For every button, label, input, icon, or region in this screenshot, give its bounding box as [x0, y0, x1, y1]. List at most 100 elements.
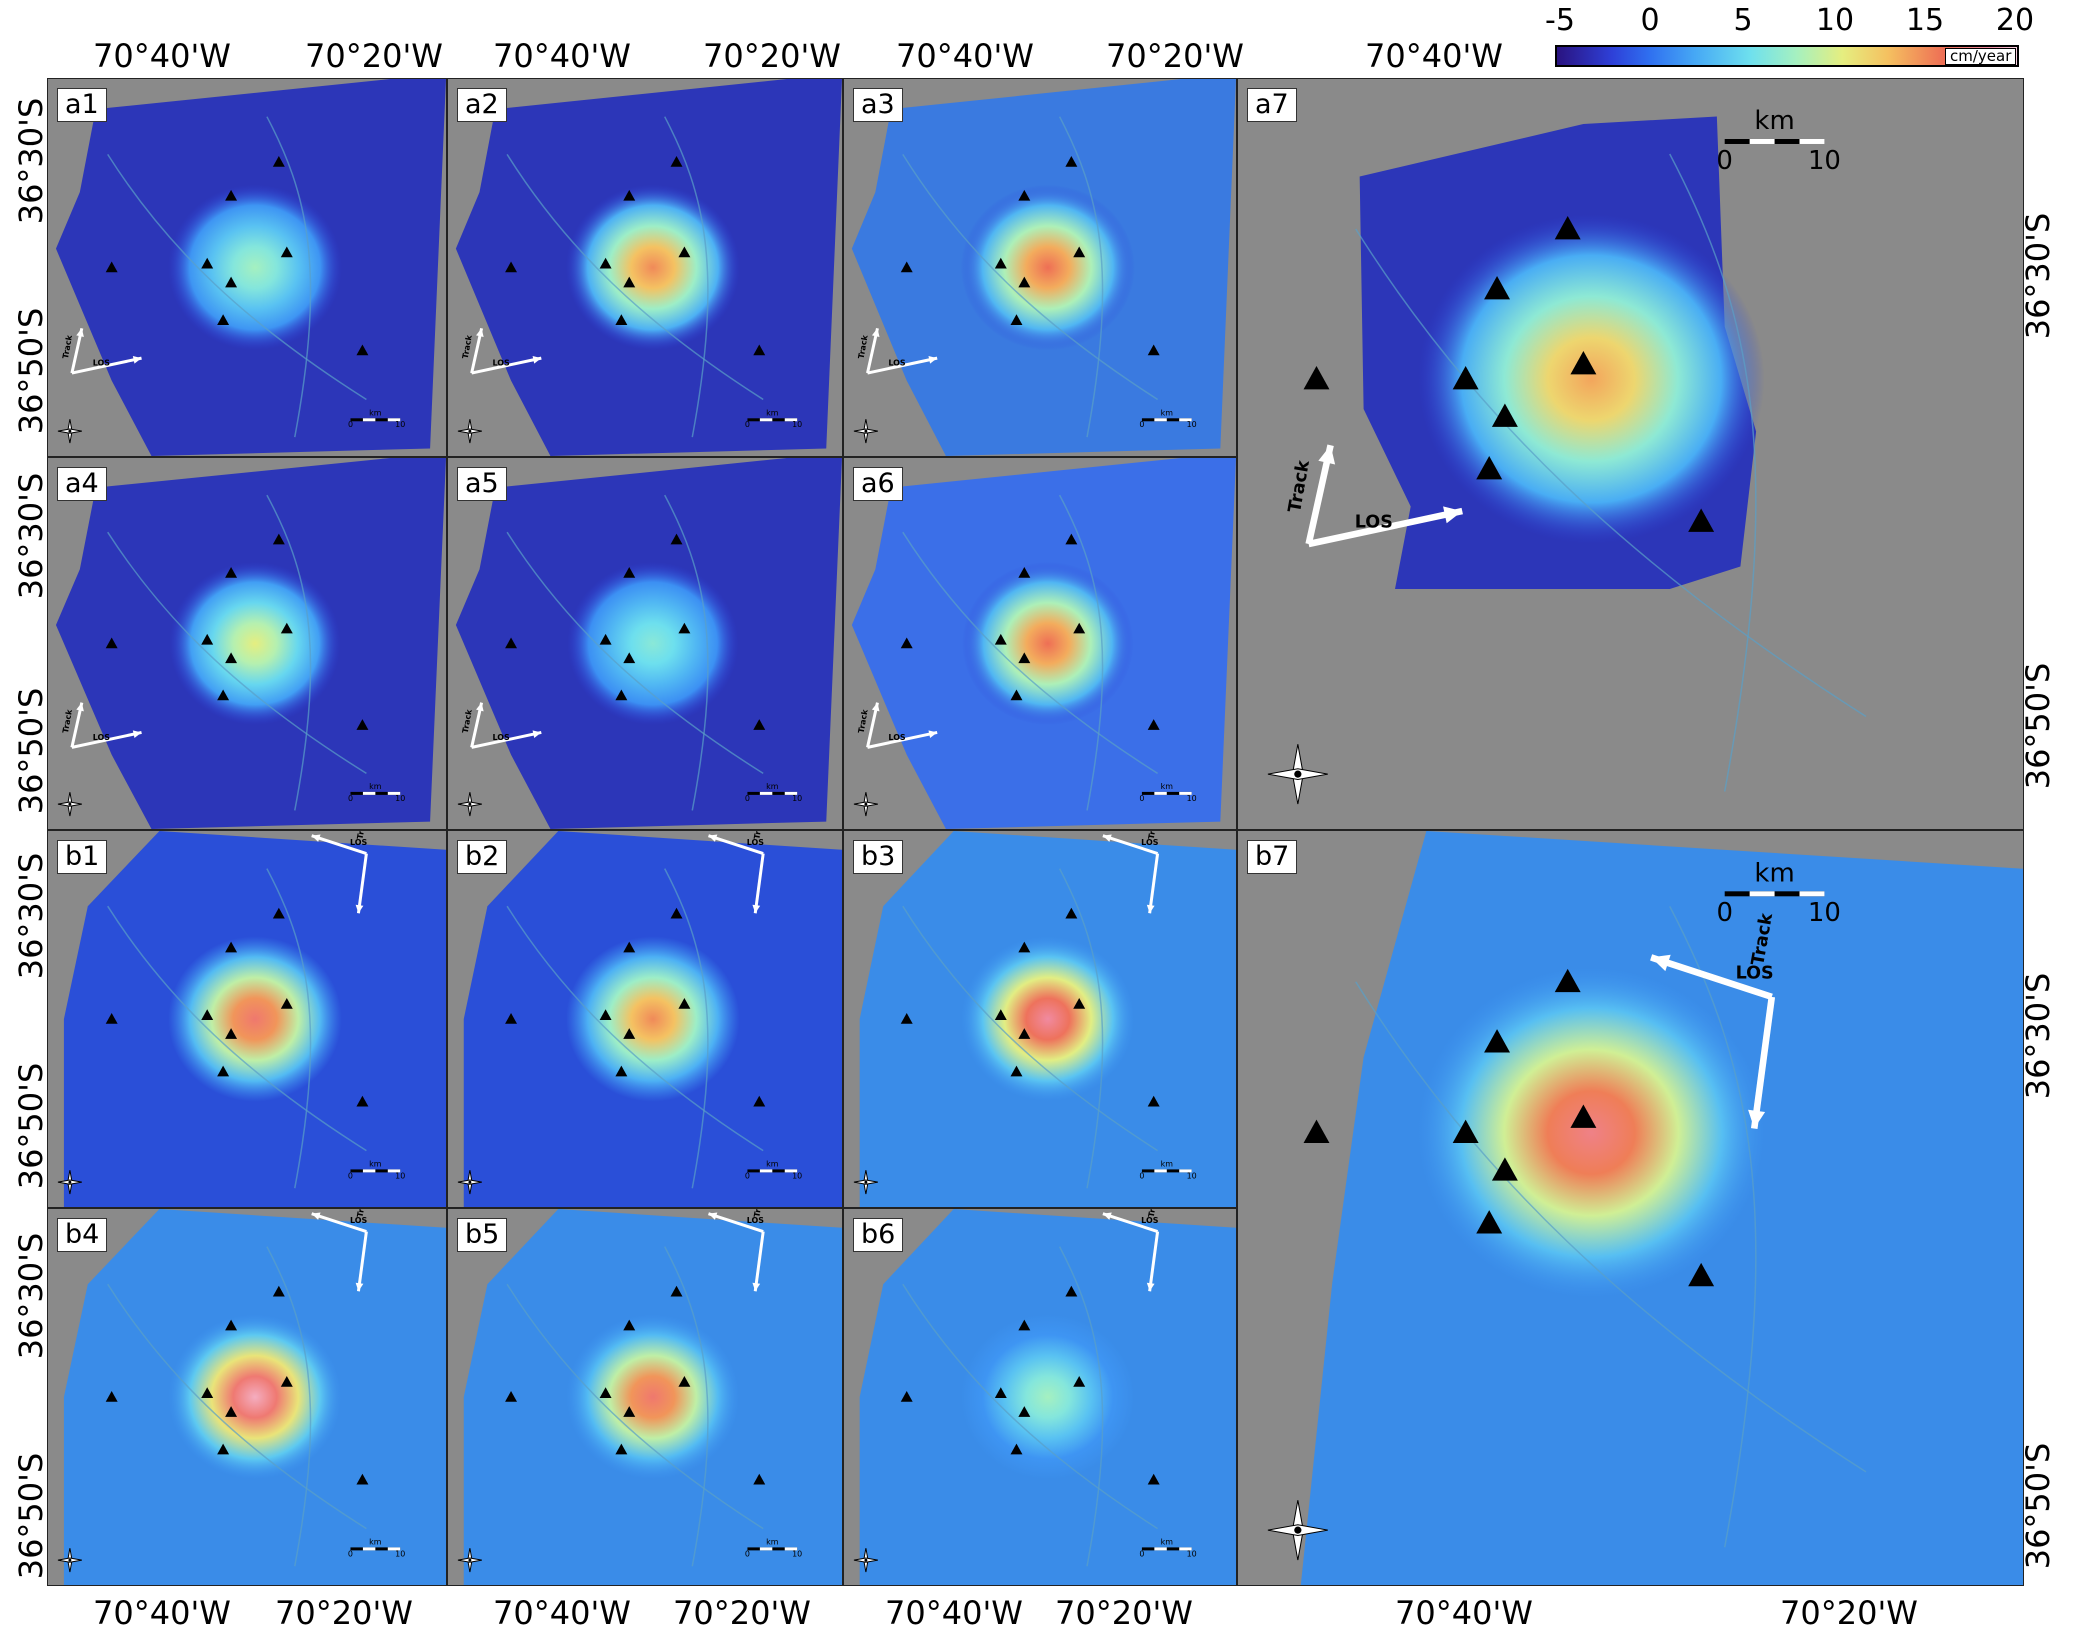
scale-unit: km: [369, 782, 382, 791]
scale-max: 10: [792, 1549, 802, 1558]
scale-min: 0: [1716, 898, 1733, 928]
volcano-icon: [623, 1319, 636, 1331]
volcano-icon: [1010, 689, 1023, 701]
scale-unit: km: [369, 1159, 382, 1168]
track-label: Track: [1147, 1209, 1160, 1218]
compass-rose-icon: [1267, 744, 1328, 805]
scale-unit: km: [766, 408, 779, 417]
scale-max: 10: [1808, 146, 1841, 176]
volcano-icon: [272, 533, 285, 545]
map-panel-a6: Track LOS km 0 10 a6: [843, 457, 1237, 830]
top-lon-label-4: 70°20'W: [703, 37, 841, 75]
los-label: LOS: [1141, 1216, 1159, 1225]
volcano-icon: [753, 1095, 766, 1107]
scale-unit: km: [1161, 408, 1174, 417]
los-label: LOS: [1355, 513, 1393, 533]
deformation-signal: [169, 561, 341, 726]
compass-rose-icon: [853, 792, 878, 817]
volcano-icon: [1018, 1406, 1031, 1417]
compass-rose-icon: [1267, 1500, 1328, 1561]
volcano-icon: [1303, 1119, 1330, 1143]
right-lat-label-1: 36°30'S: [2019, 212, 2057, 340]
compass-rose-icon: [457, 419, 482, 444]
scale-min: 0: [745, 1549, 750, 1558]
colorbar-tick: 20: [1995, 3, 2035, 38]
map-canvas-a2: Track LOS km 0 10: [455, 79, 842, 456]
map-canvas-a3: Track LOS km 0 10: [851, 79, 1236, 456]
left-lat-label-6: 36°50'S: [12, 1062, 50, 1190]
volcano-icon: [225, 652, 238, 664]
river-line: [1058, 1246, 1104, 1567]
top-lon-label-5: 70°40'W: [896, 37, 1034, 75]
scale-bar: km 0 10: [745, 782, 802, 803]
volcano-icon: [1073, 1375, 1086, 1387]
volcano-icon: [1010, 1443, 1023, 1455]
volcano-icon: [201, 1387, 214, 1399]
map-canvas-a6: Track LOS km 0 10: [851, 458, 1236, 829]
volcano-icon: [623, 1406, 636, 1417]
river-line: [664, 1246, 709, 1567]
los-label: LOS: [93, 359, 111, 368]
scale-max: 10: [1187, 794, 1197, 803]
panel-label-a4: a4: [57, 467, 107, 501]
volcano-icon: [225, 1319, 238, 1331]
volcano-icon: [505, 261, 518, 273]
volcano-icon: [994, 633, 1007, 645]
river-line: [1355, 228, 1867, 718]
right-lat-label-2: 36°50'S: [2019, 662, 2057, 790]
volcano-icon: [1476, 456, 1503, 480]
scale-min: 0: [1139, 1549, 1144, 1558]
volcano-icon: [1147, 1095, 1160, 1107]
volcano-icon: [356, 1473, 369, 1485]
river-line: [902, 905, 1159, 1152]
compass-rose-icon: [457, 1170, 482, 1195]
volcano-icon: [1065, 533, 1078, 545]
deformation-signal: [960, 1314, 1135, 1480]
volcano-icon: [1018, 1319, 1031, 1331]
volcano-icon: [678, 622, 691, 634]
left-lat-label-1: 36°30'S: [12, 97, 50, 225]
scale-bar: km 0 10: [348, 408, 405, 429]
deformation-signal: [167, 184, 343, 351]
volcano-icon: [623, 567, 636, 578]
bottom-lon-label-1: 70°40'W: [93, 1594, 231, 1632]
top-lon-label-1: 70°40'W: [93, 37, 231, 75]
scale-unit: km: [1161, 1537, 1174, 1546]
deformation-signal: [962, 561, 1134, 726]
river-line: [266, 494, 312, 811]
los-label: LOS: [1141, 838, 1159, 847]
volcano-icon: [505, 637, 518, 649]
volcano-icon: [1018, 652, 1031, 664]
scale-bar: km 0 10: [348, 1159, 405, 1180]
river-line: [664, 494, 709, 811]
volcano-icon: [1484, 276, 1511, 300]
volcano-icon: [623, 941, 636, 953]
volcano-icon: [678, 246, 691, 258]
scale-min: 0: [348, 1549, 353, 1558]
river-line: [902, 531, 1158, 774]
volcano-icon: [623, 652, 636, 664]
volcano-icon: [1018, 941, 1031, 953]
volcano-icon: [1452, 366, 1479, 390]
track-label: Track: [1285, 459, 1314, 515]
scale-max: 10: [792, 794, 802, 803]
volcano-icon: [1010, 314, 1023, 326]
volcano-icon: [105, 261, 118, 273]
volcano-icon: [356, 344, 369, 356]
river-line: [1058, 868, 1104, 1189]
river-line: [902, 1283, 1159, 1530]
scale-min: 0: [1139, 1171, 1144, 1180]
scale-unit: km: [766, 1159, 779, 1168]
volcano-icon: [105, 1391, 118, 1402]
volcano-icon: [356, 719, 369, 730]
